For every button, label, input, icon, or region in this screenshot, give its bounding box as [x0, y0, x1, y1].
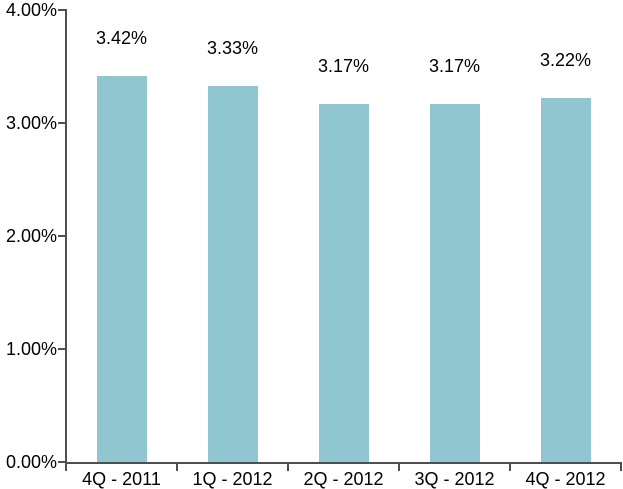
- x-axis-tick-label: 3Q - 2012: [414, 469, 495, 489]
- y-axis-tick-label: 3.00%: [5, 113, 57, 133]
- bar-slot: 3.17%: [399, 10, 510, 462]
- x-axis-tick-label: 4Q - 2012: [525, 469, 606, 489]
- x-axis-tick: [287, 462, 289, 471]
- y-axis-tick-label: 1.00%: [5, 339, 57, 359]
- x-axis-tick-label: 1Q - 2012: [192, 469, 273, 489]
- bar-slot: 3.42%: [66, 10, 177, 462]
- y-axis-tick: [58, 235, 66, 237]
- bar-value-label: 3.33%: [206, 37, 259, 58]
- y-axis-tick: [58, 348, 66, 350]
- bar: [429, 103, 480, 462]
- y-axis-tick: [58, 461, 66, 463]
- x-axis-tick: [65, 462, 67, 471]
- x-axis-tick-label: 4Q - 2011: [82, 469, 161, 489]
- x-axis-line: [65, 462, 622, 464]
- x-axis-tick: [509, 462, 511, 471]
- bar-slot: 3.17%: [288, 10, 399, 462]
- bar-value-label: 3.42%: [95, 27, 148, 48]
- x-axis-tick: [620, 462, 622, 471]
- bar: [96, 75, 147, 462]
- bar-value-label: 3.22%: [539, 50, 592, 71]
- x-axis-tick: [398, 462, 400, 471]
- bar-slot: 3.22%: [510, 10, 621, 462]
- y-axis-tick: [58, 9, 66, 11]
- y-axis-line: [65, 9, 67, 464]
- bar-value-label: 3.17%: [428, 55, 481, 76]
- y-axis-tick: [58, 122, 66, 124]
- x-axis-tick: [176, 462, 178, 471]
- y-axis-tick-label: 0.00%: [5, 452, 57, 472]
- y-axis-tick-label: 2.00%: [5, 226, 57, 246]
- x-axis-tick-label: 2Q - 2012: [303, 469, 384, 489]
- y-axis-tick-label: 4.00%: [5, 0, 57, 20]
- bar: [318, 103, 369, 462]
- bar: [540, 98, 591, 462]
- bar-slot: 3.33%: [177, 10, 288, 462]
- plot-area: 3.42% 3.33% 3.17% 3.17% 3.22%: [66, 10, 621, 462]
- bar: [207, 85, 258, 462]
- bar-value-label: 3.17%: [317, 55, 370, 76]
